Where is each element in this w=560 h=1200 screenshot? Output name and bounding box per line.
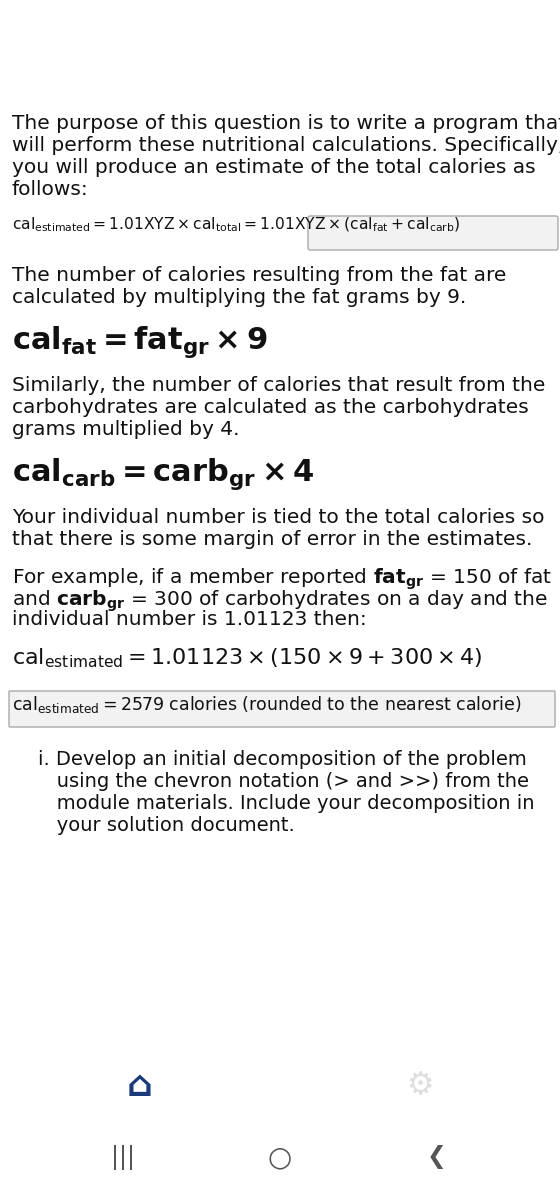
Text: $\mathrm{cal_{estimated} = 1.01XYZ \times cal_{total} = 1.01XYZ \times (cal_{fat: $\mathrm{cal_{estimated} = 1.01XYZ \time… <box>12 216 460 234</box>
Text: using the chevron notation (> and >>) from the: using the chevron notation (> and >>) fr… <box>38 772 529 791</box>
Text: that there is some margin of error in the estimates.: that there is some margin of error in th… <box>12 530 533 550</box>
Text: The purpose of this question is to write a program that: The purpose of this question is to write… <box>12 114 560 133</box>
Text: grams multiplied by 4.: grams multiplied by 4. <box>12 420 240 439</box>
Text: and $\mathbf{carb_{gr}}$ = 300 of carbohydrates on a day and the: and $\mathbf{carb_{gr}}$ = 300 of carboh… <box>12 588 548 613</box>
Text: follows:: follows: <box>12 180 88 199</box>
Text: $\mathrm{cal_{estimated} = 2579\ calories\ (rounded\ to\ the\ nearest\ calorie)}: $\mathrm{cal_{estimated} = 2579\ calorie… <box>12 694 521 715</box>
Text: |||: ||| <box>111 1145 135 1170</box>
Text: individual number is 1.01123 then:: individual number is 1.01123 then: <box>12 610 367 629</box>
Text: ❮: ❮ <box>427 1145 447 1169</box>
Text: Your individual number is tied to the total calories so: Your individual number is tied to the to… <box>12 508 544 527</box>
Text: ⋮: ⋮ <box>513 61 543 90</box>
FancyBboxPatch shape <box>308 216 558 250</box>
Text: carbohydrates are calculated as the carbohydrates: carbohydrates are calculated as the carb… <box>12 398 529 416</box>
Text: calculated by multiplying the fat grams by 9.: calculated by multiplying the fat grams … <box>12 288 466 307</box>
FancyBboxPatch shape <box>9 691 555 727</box>
Text: $\mathrm{cal_{estimated} = 1.01123 \times (150 \times 9 + 300 \times 4)}$: $\mathrm{cal_{estimated} = 1.01123 \time… <box>12 646 483 670</box>
Text: ○: ○ <box>268 1144 292 1171</box>
Text: 21:36: 21:36 <box>22 13 71 29</box>
Text: Similarly, the number of calories that result from the: Similarly, the number of calories that r… <box>12 376 545 395</box>
Text: For example, if a member reported $\mathbf{fat_{gr}}$ = 150 of fat: For example, if a member reported $\math… <box>12 566 552 592</box>
Text: ⚙: ⚙ <box>407 1072 433 1100</box>
Text: The number of calories resulting from the fat are: The number of calories resulting from th… <box>12 266 506 284</box>
Text: $\mathbf{cal_{fat} = fat_{gr} \times 9}$: $\mathbf{cal_{fat} = fat_{gr} \times 9}$ <box>12 324 268 360</box>
Text: TMA 02: TMA 02 <box>101 62 217 90</box>
Text: you will produce an estimate of the total calories as: you will produce an estimate of the tota… <box>12 158 535 176</box>
Text: module materials. Include your decomposition in: module materials. Include your decomposi… <box>38 794 534 814</box>
Text: N  5G  22%: N 5G 22% <box>451 13 538 29</box>
Text: your solution document.: your solution document. <box>38 816 295 835</box>
Text: ⌂: ⌂ <box>127 1069 153 1103</box>
Text: i. Develop an initial decomposition of the problem: i. Develop an initial decomposition of t… <box>38 750 527 769</box>
Text: will perform these nutritional calculations. Specifically,: will perform these nutritional calculati… <box>12 136 560 155</box>
Text: ←: ← <box>28 62 52 90</box>
Text: $\mathbf{cal_{carb} = carb_{gr} \times 4}$: $\mathbf{cal_{carb} = carb_{gr} \times 4… <box>12 456 314 492</box>
